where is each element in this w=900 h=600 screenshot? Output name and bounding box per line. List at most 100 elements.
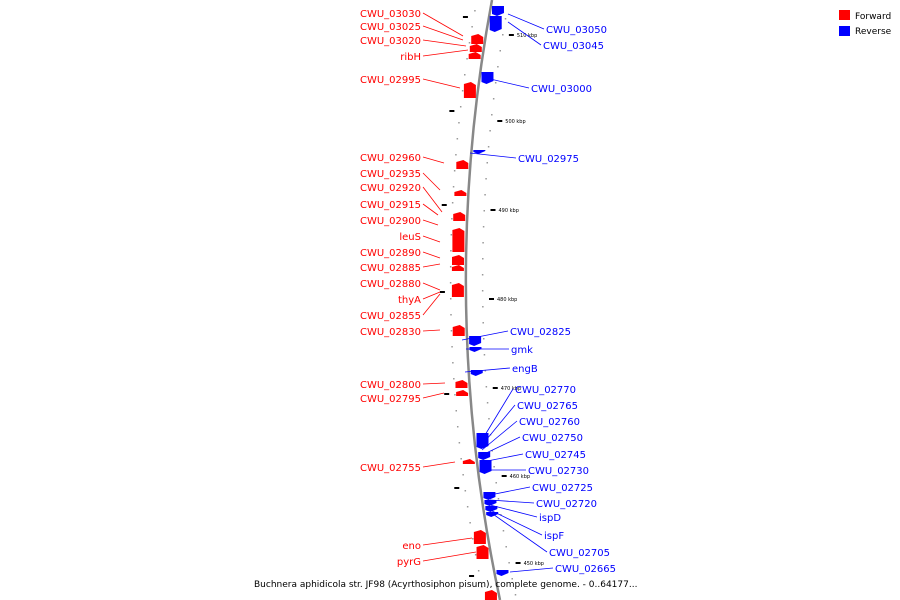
reverse-gene-label[interactable]: CWU_02770 [515, 385, 576, 396]
reverse-gene-label[interactable]: CWU_03050 [546, 25, 607, 36]
forward-gene-label[interactable]: eno [402, 541, 421, 552]
backbone-dot [450, 250, 452, 252]
forward-gene-block [453, 212, 466, 221]
legend-reverse-label: Reverse [855, 27, 892, 37]
forward-gene-label[interactable]: CWU_02880 [360, 279, 421, 290]
reverse-leader-line [509, 567, 554, 573]
reverse-gene-block [473, 150, 486, 154]
backbone-dot [455, 154, 457, 156]
backbone-dot [466, 58, 468, 60]
backbone-dot [449, 282, 452, 284]
forward-gene-label[interactable]: CWU_02915 [360, 200, 421, 211]
forward-gene-label[interactable]: CWU_02900 [360, 216, 421, 227]
reverse-leader-line [489, 511, 548, 553]
backbone-dot [455, 410, 457, 412]
legend: Forward Reverse [839, 10, 892, 37]
forward-gene-label[interactable]: CWU_02920 [360, 183, 421, 194]
forward-gene-label[interactable]: CWU_02885 [360, 263, 421, 274]
reverse-gene-label[interactable]: ispD [539, 513, 561, 524]
backbone-dot [451, 218, 453, 220]
backbone-dot [497, 66, 499, 68]
tick-label: 470 kbp [501, 386, 521, 392]
forward-leader-line [422, 392, 445, 399]
backbone-dot [466, 506, 469, 508]
forward-gene-label[interactable]: CWU_02890 [360, 248, 421, 259]
backbone-dot [469, 522, 471, 524]
forward-gene-block [454, 190, 467, 196]
tick-label: 460 kbp [510, 474, 530, 480]
backbone-dot [495, 482, 497, 484]
reverse-gene-label[interactable]: CWU_02665 [555, 564, 616, 575]
backbone-dot [514, 594, 517, 596]
backbone-dot [453, 170, 456, 172]
reverse-gene-label[interactable]: CWU_02825 [510, 327, 571, 338]
gene-features [451, 6, 509, 600]
backbone-dot [454, 394, 456, 396]
forward-leader-line [422, 219, 439, 226]
reverse-gene-label[interactable]: gmk [511, 345, 533, 356]
forward-gene-label[interactable]: CWU_02960 [360, 153, 421, 164]
backbone-dot [493, 466, 495, 468]
forward-gene-label[interactable]: CWU_03025 [360, 22, 421, 33]
forward-gene-label[interactable]: CWU_02855 [360, 311, 421, 322]
forward-gene-label[interactable]: pyrG [397, 557, 421, 568]
reverse-gene-label[interactable]: CWU_03000 [531, 84, 592, 95]
tick-label: 490 kbp [499, 208, 519, 214]
forward-gene-block [471, 34, 484, 44]
forward-gene-label[interactable]: leuS [399, 232, 421, 243]
reverse-gene-label[interactable]: CWU_03045 [543, 41, 604, 52]
forward-leader-line [422, 49, 469, 57]
forward-leader-line [422, 537, 473, 546]
backbone-dot [449, 298, 452, 300]
reverse-gene-label[interactable]: engB [512, 364, 538, 375]
legend-forward-label: Forward [855, 12, 891, 22]
reverse-gene-label[interactable]: CWU_02720 [536, 499, 597, 510]
reverse-leader-line [489, 499, 535, 504]
backbone-dot [492, 98, 495, 100]
reverse-gene-label[interactable]: CWU_02975 [518, 154, 579, 165]
backbone-dot [452, 362, 454, 364]
backbone-dot [482, 306, 484, 308]
reverse-leader-line [461, 330, 509, 341]
backbone-dot [491, 450, 493, 452]
forward-gene-label[interactable]: CWU_02795 [360, 394, 421, 405]
reverse-leader-line [489, 486, 531, 496]
forward-gene-label[interactable]: thyA [398, 295, 421, 306]
forward-gene-label[interactable]: CWU_02755 [360, 463, 421, 474]
reverse-gene-label[interactable]: CWU_02765 [517, 401, 578, 412]
forward-leader-line [422, 329, 441, 332]
backbone-dot [451, 346, 453, 348]
forward-gene-label[interactable]: ribH [400, 52, 421, 63]
forward-leader-line [422, 39, 467, 47]
reverse-gene-label[interactable]: CWU_02760 [519, 417, 580, 428]
legend-forward-swatch [839, 10, 850, 20]
forward-leader-line [422, 203, 439, 216]
forward-gene-label[interactable]: CWU_03020 [360, 36, 421, 47]
backbone-dot [450, 330, 453, 332]
backbone-dot [451, 202, 454, 204]
forward-leader-line [422, 291, 441, 300]
backbone-dot [471, 26, 473, 28]
forward-gene-label[interactable]: CWU_02935 [360, 169, 421, 180]
forward-leader-line [422, 282, 441, 291]
forward-gene-label[interactable]: CWU_02830 [360, 327, 421, 338]
reverse-gene-label[interactable]: CWU_02730 [528, 466, 589, 477]
reverse-gene-label[interactable]: ispF [544, 531, 564, 542]
genome-backbone [464, 0, 502, 600]
forward-gene-label[interactable]: CWU_02995 [360, 75, 421, 86]
forward-gene-label[interactable]: CWU_02800 [360, 380, 421, 391]
reverse-gene-label[interactable]: CWU_02750 [522, 433, 583, 444]
forward-leader-line [422, 25, 464, 41]
reverse-gene-label[interactable]: CWU_02745 [525, 450, 586, 461]
reverse-gene-label[interactable]: CWU_02705 [549, 548, 610, 559]
forward-gene-block [452, 325, 465, 336]
backbone-dot [502, 34, 504, 36]
backbone-dot [486, 402, 489, 404]
reverse-gene-block [469, 347, 482, 352]
gene-labels: CWU_03030 CWU_03025 CWU_03020 ribH CWU_02995… [360, 9, 616, 575]
reverse-gene-label[interactable]: CWU_02725 [532, 483, 593, 494]
backbone-dot [452, 186, 455, 188]
forward-gene-label[interactable]: CWU_03030 [360, 9, 421, 20]
backbone-dot [484, 194, 486, 196]
forward-gene-block [463, 82, 476, 98]
